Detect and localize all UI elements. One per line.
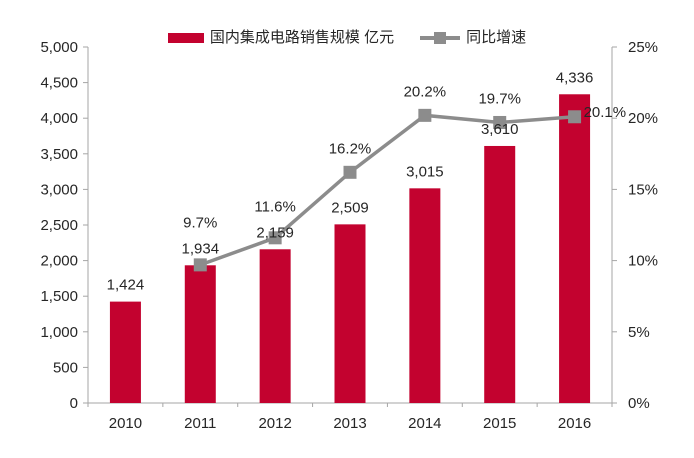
bar-value-label: 2,509 [331, 199, 369, 216]
left-axis-tick-label: 4,000 [40, 110, 78, 127]
left-axis-tick-label: 1,500 [40, 288, 78, 305]
bar-2014 [409, 188, 441, 403]
left-axis-tick-label: 2,000 [40, 253, 78, 270]
left-axis-tick-label: 500 [53, 359, 78, 376]
legend-label-sales: 国内集成电路销售规模 亿元 [209, 29, 395, 46]
legend-item-sales-bars: 国内集成电路销售规模 亿元 [167, 28, 395, 48]
left-axis-tick-label: 4,500 [40, 75, 78, 92]
chart-legend: 国内集成电路销售规模 亿元 同比增速 [0, 27, 694, 49]
growth-marker-2011 [193, 258, 207, 272]
right-axis-tick-label: 0% [628, 395, 650, 412]
x-axis-category-label: 2014 [408, 415, 441, 432]
growth-marker-2015 [493, 115, 507, 129]
x-axis-category-label: 2016 [558, 415, 591, 432]
growth-value-label: 20.2% [404, 83, 447, 100]
bar-series-swatch-icon [167, 33, 204, 43]
right-axis-tick-label: 25% [628, 39, 658, 56]
x-axis-category-label: 2010 [109, 415, 142, 432]
legend-item-growth-line: 同比增速 [420, 28, 526, 48]
x-axis-category-label: 2012 [258, 415, 291, 432]
growth-line [199, 113, 575, 267]
bar-2010 [109, 301, 141, 403]
left-axis-tick-label: 3,000 [40, 181, 78, 198]
left-axis-tick-label: 3,500 [40, 146, 78, 163]
bar-value-label: 3,610 [481, 121, 519, 138]
growth-marker-2014 [418, 108, 432, 122]
bar-2011 [184, 265, 216, 403]
left-axis-tick-label: 0 [70, 395, 78, 412]
left-axis-tick-label: 2,500 [40, 217, 78, 234]
growth-value-label: 11.6% [254, 198, 295, 215]
right-axis-tick-label: 20% [628, 110, 658, 127]
bar-value-label: 2,159 [256, 224, 294, 241]
x-axis-category-label: 2011 [184, 415, 216, 432]
bar-value-label: 1,424 [107, 277, 145, 294]
bar-2012 [259, 249, 291, 403]
growth-marker-2016 [568, 110, 582, 124]
bar-value-label: 3,015 [406, 163, 444, 180]
growth-value-label: 16.2% [329, 140, 372, 157]
left-axis-tick-label: 5,000 [40, 39, 78, 56]
x-axis-category-label: 2013 [333, 415, 366, 432]
right-axis-tick-label: 5% [628, 324, 650, 341]
line-series-swatch-icon [420, 31, 461, 45]
growth-value-label: 9.7% [183, 214, 217, 231]
bar-value-label: 1,934 [182, 240, 220, 257]
bar-2016 [559, 94, 591, 404]
right-axis-tick-label: 10% [628, 253, 658, 270]
legend-label-growth: 同比增速 [466, 29, 527, 46]
x-axis-category-label: 2015 [483, 415, 516, 432]
left-axis-tick-label: 1,000 [40, 324, 78, 341]
bar-2013 [334, 224, 366, 403]
bar-value-label: 4,336 [556, 69, 594, 86]
growth-value-label: 19.7% [478, 90, 521, 107]
growth-marker-2013 [343, 165, 357, 179]
growth-marker-2012 [268, 231, 282, 245]
bar-2015 [484, 145, 516, 403]
right-axis-tick-label: 15% [628, 181, 658, 198]
line-swatch-marker-icon [434, 32, 447, 44]
growth-value-label: 20.1% [584, 104, 627, 121]
